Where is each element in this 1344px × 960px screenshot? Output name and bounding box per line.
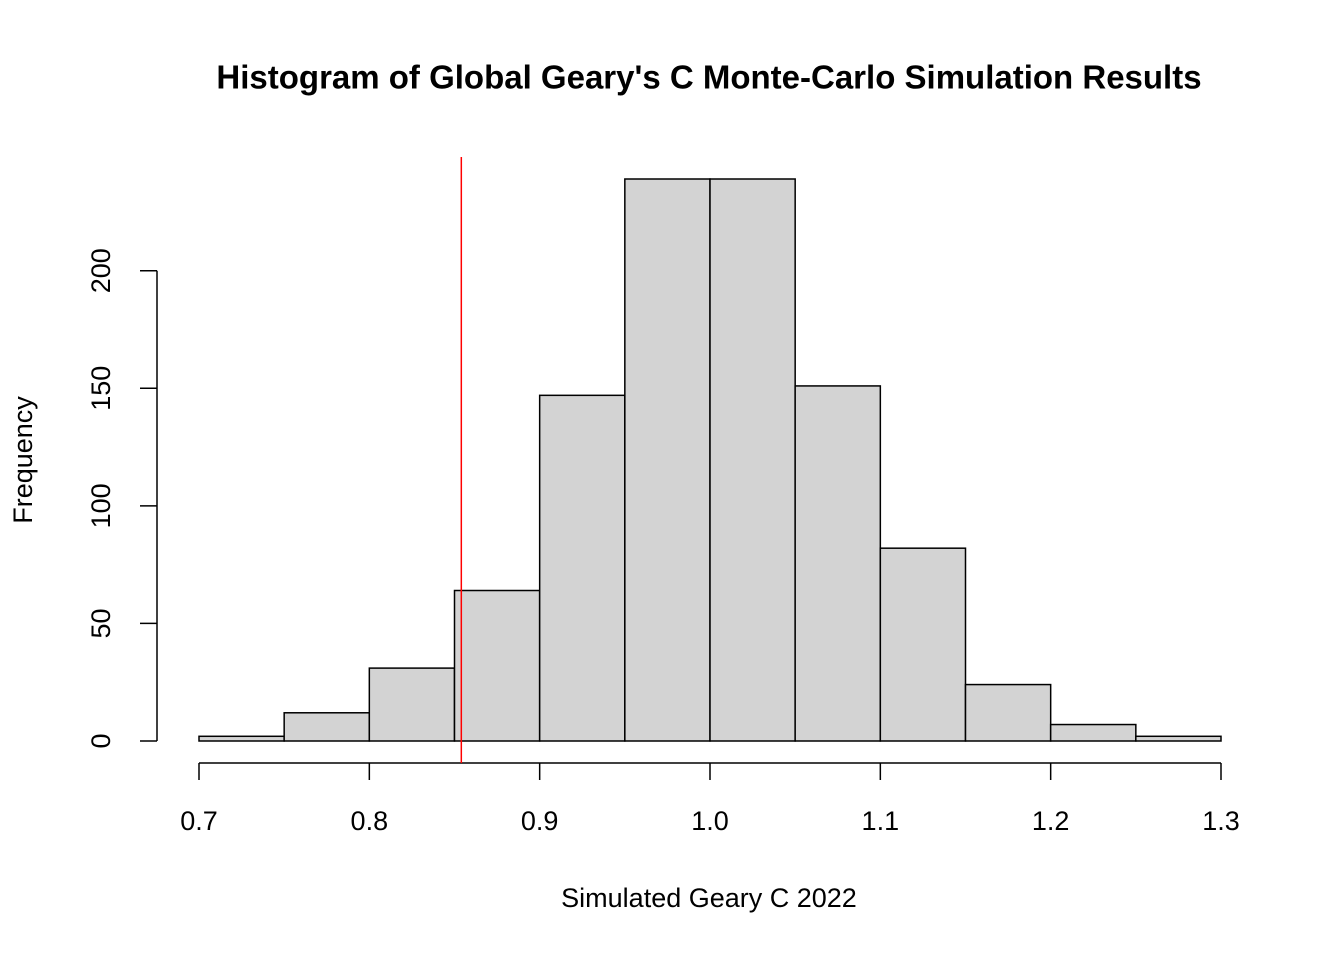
bar [1049, 723, 1137, 742]
bar [794, 385, 882, 742]
y-tick-label: 200 [86, 248, 116, 293]
chart-title: Histogram of Global Geary's C Monte-Carl… [216, 59, 1201, 96]
x-tick-label: 1.1 [862, 806, 900, 836]
y-tick-label: 100 [86, 483, 116, 528]
y-tick-label: 50 [86, 608, 116, 638]
x-tick-label: 0.8 [351, 806, 389, 836]
bar [368, 667, 456, 742]
bar [453, 589, 541, 742]
x-tick-label: 1.2 [1032, 806, 1070, 836]
x-tick-label: 0.7 [180, 806, 218, 836]
bar [1135, 735, 1222, 742]
bar [964, 683, 1052, 742]
x-axis-label: Simulated Geary C 2022 [561, 883, 857, 913]
x-tick-label: 1.3 [1202, 806, 1240, 836]
bar [879, 547, 967, 742]
x-tick-label: 1.0 [691, 806, 729, 836]
y-axis-label: Frequency [8, 396, 38, 524]
bar [538, 394, 626, 742]
y-tick-label: 150 [86, 366, 116, 411]
bar [709, 178, 796, 742]
bar [283, 712, 371, 742]
x-tick-label: 0.9 [521, 806, 559, 836]
y-tick-label: 0 [86, 733, 116, 748]
bar [624, 178, 711, 742]
bar [198, 735, 285, 742]
